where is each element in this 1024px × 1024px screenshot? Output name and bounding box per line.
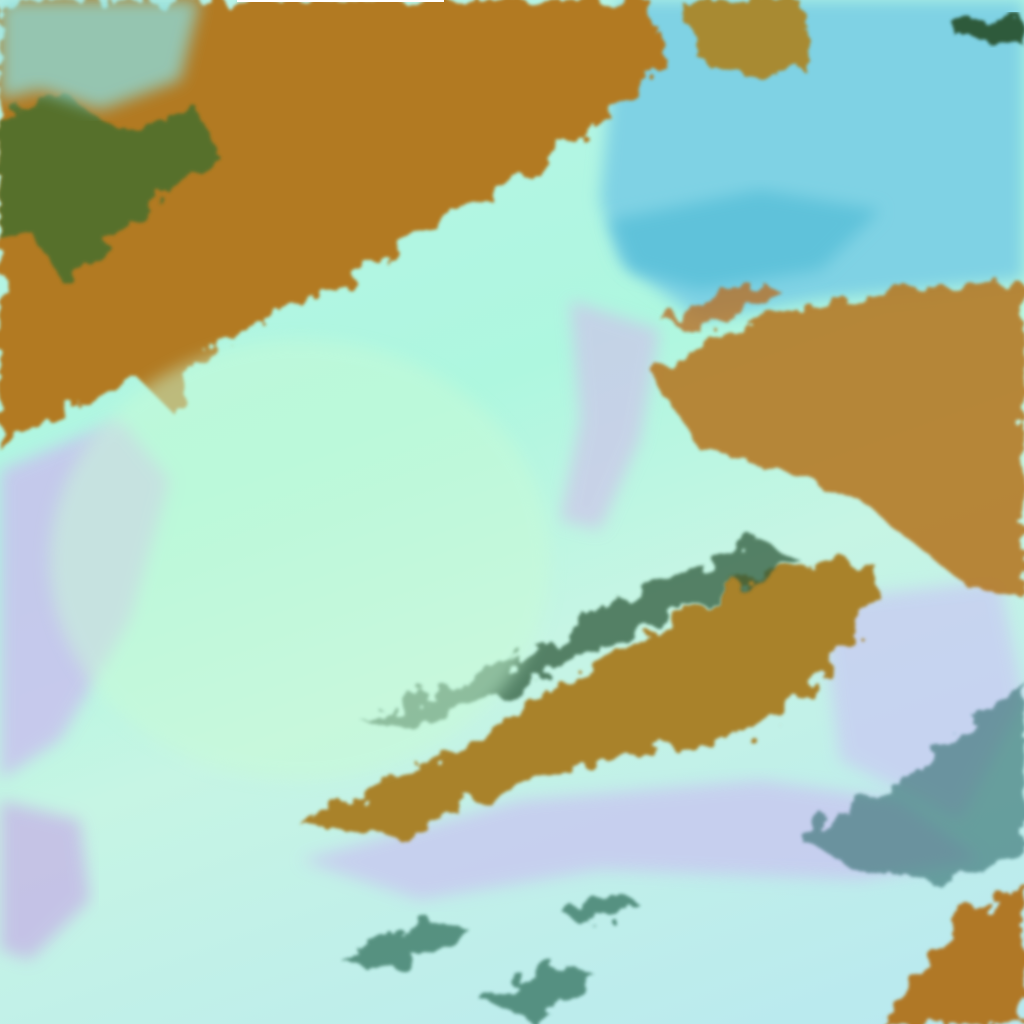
land-northeast-corner bbox=[950, 15, 1024, 45]
lavender-cloud-southwest bbox=[0, 800, 90, 960]
land-band-center bbox=[300, 560, 880, 840]
land-southeast bbox=[880, 880, 1024, 1024]
land-northcentral bbox=[680, 0, 810, 80]
land-northwest bbox=[0, 0, 660, 450]
ice-floes-south bbox=[340, 890, 640, 1020]
top-edge-bar bbox=[237, 0, 444, 2]
cyan-ice-northwest bbox=[0, 0, 200, 110]
land-east-fragments bbox=[650, 280, 1024, 600]
dark-cloud-shadow-southeast bbox=[800, 680, 1024, 880]
bay-water bbox=[610, 190, 880, 290]
lavender-cloud-center bbox=[560, 300, 660, 530]
land-shadow-northwest bbox=[0, 90, 220, 280]
land-strip-northeast bbox=[660, 280, 780, 330]
bright-cloud-highlight bbox=[50, 340, 550, 780]
lavender-cloud-south bbox=[300, 780, 980, 900]
